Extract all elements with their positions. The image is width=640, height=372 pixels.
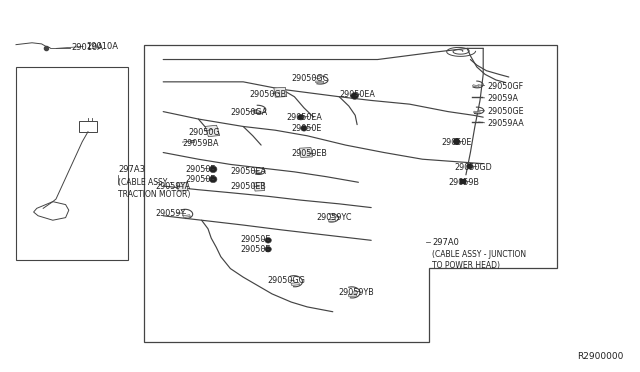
Text: 29059Y: 29059Y <box>155 209 185 218</box>
Polygon shape <box>300 148 312 157</box>
Text: 29050GB: 29050GB <box>250 90 287 99</box>
Text: 29050G: 29050G <box>189 128 220 137</box>
Text: 29050E: 29050E <box>186 165 216 174</box>
Text: 29050E: 29050E <box>291 124 321 133</box>
Bar <box>16 67 128 260</box>
Text: 29059A: 29059A <box>488 94 518 103</box>
Text: 297A3: 297A3 <box>118 165 145 174</box>
Text: 29010A: 29010A <box>72 43 104 52</box>
Text: TRACTION MOTOR): TRACTION MOTOR) <box>118 190 191 199</box>
Text: 29050E: 29050E <box>240 235 270 244</box>
Polygon shape <box>254 182 264 191</box>
Polygon shape <box>298 115 304 120</box>
Polygon shape <box>209 176 217 183</box>
Polygon shape <box>291 282 300 285</box>
Text: 29059AA: 29059AA <box>488 119 524 128</box>
Polygon shape <box>301 126 307 131</box>
Text: 29050GA: 29050GA <box>230 108 268 117</box>
Polygon shape <box>190 140 194 142</box>
Polygon shape <box>274 87 287 97</box>
Polygon shape <box>265 238 271 243</box>
Polygon shape <box>472 85 479 87</box>
Text: (CABLE ASSY - JUNCTION: (CABLE ASSY - JUNCTION <box>432 250 526 259</box>
Polygon shape <box>209 166 217 173</box>
Polygon shape <box>177 182 188 191</box>
Text: R2900000: R2900000 <box>578 352 624 361</box>
Text: 29050GF: 29050GF <box>488 82 524 91</box>
Polygon shape <box>351 93 358 99</box>
Polygon shape <box>474 111 480 113</box>
Text: 29050EA: 29050EA <box>339 90 375 99</box>
Text: 29050EA: 29050EA <box>230 167 266 176</box>
Text: 29050EB: 29050EB <box>291 149 327 158</box>
Polygon shape <box>328 219 335 221</box>
Text: TO POWER HEAD): TO POWER HEAD) <box>432 262 500 270</box>
Polygon shape <box>253 110 261 113</box>
Text: (CABLE ASSY -: (CABLE ASSY - <box>118 178 173 187</box>
Text: 29050GC: 29050GC <box>291 74 328 83</box>
Text: 29059YB: 29059YB <box>338 288 374 296</box>
Polygon shape <box>255 172 261 174</box>
Text: 29010A: 29010A <box>86 42 118 51</box>
Polygon shape <box>348 294 356 296</box>
Text: 29050EA: 29050EA <box>287 113 323 122</box>
Polygon shape <box>183 215 191 218</box>
Text: 29050E: 29050E <box>240 245 270 254</box>
Text: 29050GG: 29050GG <box>268 276 305 285</box>
Text: 29059YC: 29059YC <box>317 213 352 222</box>
Text: 29059YA: 29059YA <box>155 182 190 191</box>
Text: 29050GE: 29050GE <box>488 107 524 116</box>
Text: 29050E: 29050E <box>186 175 216 184</box>
Text: 29059B: 29059B <box>448 178 479 187</box>
Text: 29050GD: 29050GD <box>454 163 492 172</box>
Text: 29050E: 29050E <box>442 138 472 147</box>
Polygon shape <box>460 179 465 183</box>
Polygon shape <box>316 81 324 83</box>
Text: 29059BA: 29059BA <box>182 139 219 148</box>
Polygon shape <box>265 247 271 252</box>
Text: 29050EB: 29050EB <box>230 182 266 191</box>
Polygon shape <box>467 164 473 169</box>
Text: 297A0: 297A0 <box>432 238 459 247</box>
Polygon shape <box>205 125 220 137</box>
